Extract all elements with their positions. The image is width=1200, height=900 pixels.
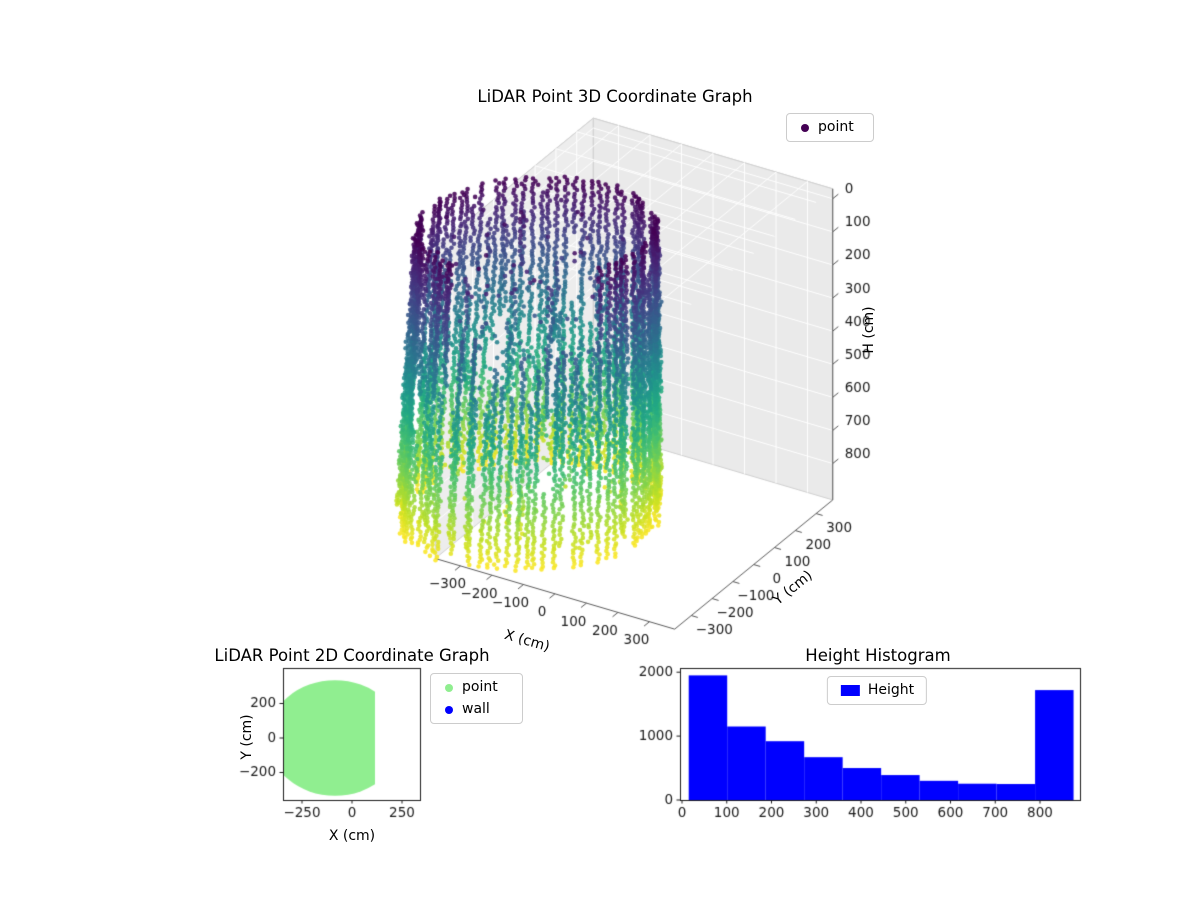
plot2d-legend-label-point: point (462, 679, 498, 695)
plot3d-title: LiDAR Point 3D Coordinate Graph (477, 87, 753, 106)
plot2d-ylabel: Y (cm) (239, 714, 255, 760)
plot2d-legend-row-wall: wall (440, 701, 510, 718)
height-swatch-icon (840, 685, 860, 696)
histogram-legend-label: Height (867, 682, 915, 698)
plot3d-zlabel: H (cm) (861, 306, 877, 354)
plot3d-legend: point (786, 113, 874, 142)
histogram-legend: Height (826, 676, 928, 705)
point-marker-icon (801, 123, 809, 132)
plot3d-legend-row: point (796, 119, 861, 136)
histogram-legend-row: Height (837, 682, 914, 699)
point-marker-icon (445, 683, 453, 692)
plot2d-xlabel: X (cm) (328, 828, 376, 844)
plot2d-title: LiDAR Point 2D Coordinate Graph (214, 646, 490, 665)
plot3d-legend-label: point (818, 119, 854, 135)
wall-marker-icon (445, 705, 453, 714)
plot2d-legend-label-wall: wall (462, 701, 490, 717)
plot2d-legend-row-point: point (440, 679, 510, 696)
histogram-title: Height Histogram (805, 646, 951, 665)
plot2d-legend: point wall (430, 673, 523, 724)
